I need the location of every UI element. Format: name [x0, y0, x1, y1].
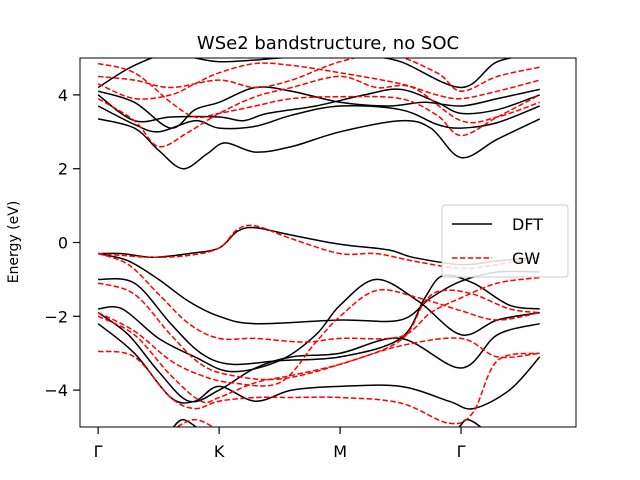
dft-band-9: [97, 118, 541, 170]
chart-title: WSe2 bandstructure, no SOC: [197, 33, 459, 54]
gw-band-5: [97, 315, 540, 404]
y-tick-label: −4: [44, 381, 68, 400]
gw-band-9: [97, 75, 540, 148]
dft-band-13: [97, 58, 515, 89]
dft-band-8: [457, 418, 482, 427]
y-tick-label: 0: [58, 234, 68, 253]
band-lines: [97, 58, 541, 427]
gw-band-4: [97, 289, 540, 387]
dft-band-7: [172, 418, 198, 427]
dft-band-5: [97, 311, 540, 403]
gw-band-7: [175, 418, 215, 427]
kpoint-label: M: [333, 442, 347, 461]
legend-label-gw: GW: [512, 249, 540, 268]
kpoint-label: Γ: [94, 442, 103, 461]
gw-band-11: [98, 58, 540, 92]
dft-band-11: [97, 88, 540, 123]
dft-band-4: [98, 278, 540, 373]
dft-band-6: [97, 323, 541, 410]
y-tick-label: 2: [58, 160, 68, 179]
gw-band-6: [97, 350, 540, 425]
legend: DFT GW: [441, 204, 569, 278]
dft-band-2: [97, 252, 540, 325]
y-axis-ticks: −4 −2 0 2 4: [44, 86, 80, 400]
y-tick-label: −2: [44, 307, 68, 326]
dft-band-10: [97, 104, 540, 133]
kpoint-label: Γ: [457, 442, 466, 461]
gw-band-10: [97, 62, 540, 100]
legend-label-dft: DFT: [512, 215, 543, 234]
dft-band-3: [98, 274, 540, 366]
y-axis-label: Energy (eV): [6, 201, 22, 284]
y-tick-label: 4: [58, 86, 68, 105]
dft-band-12: [97, 86, 540, 129]
gw-band-2: [97, 252, 540, 343]
legend-box: [441, 204, 569, 278]
gw-band-8: [97, 62, 541, 137]
kpoint-label: K: [214, 442, 225, 461]
